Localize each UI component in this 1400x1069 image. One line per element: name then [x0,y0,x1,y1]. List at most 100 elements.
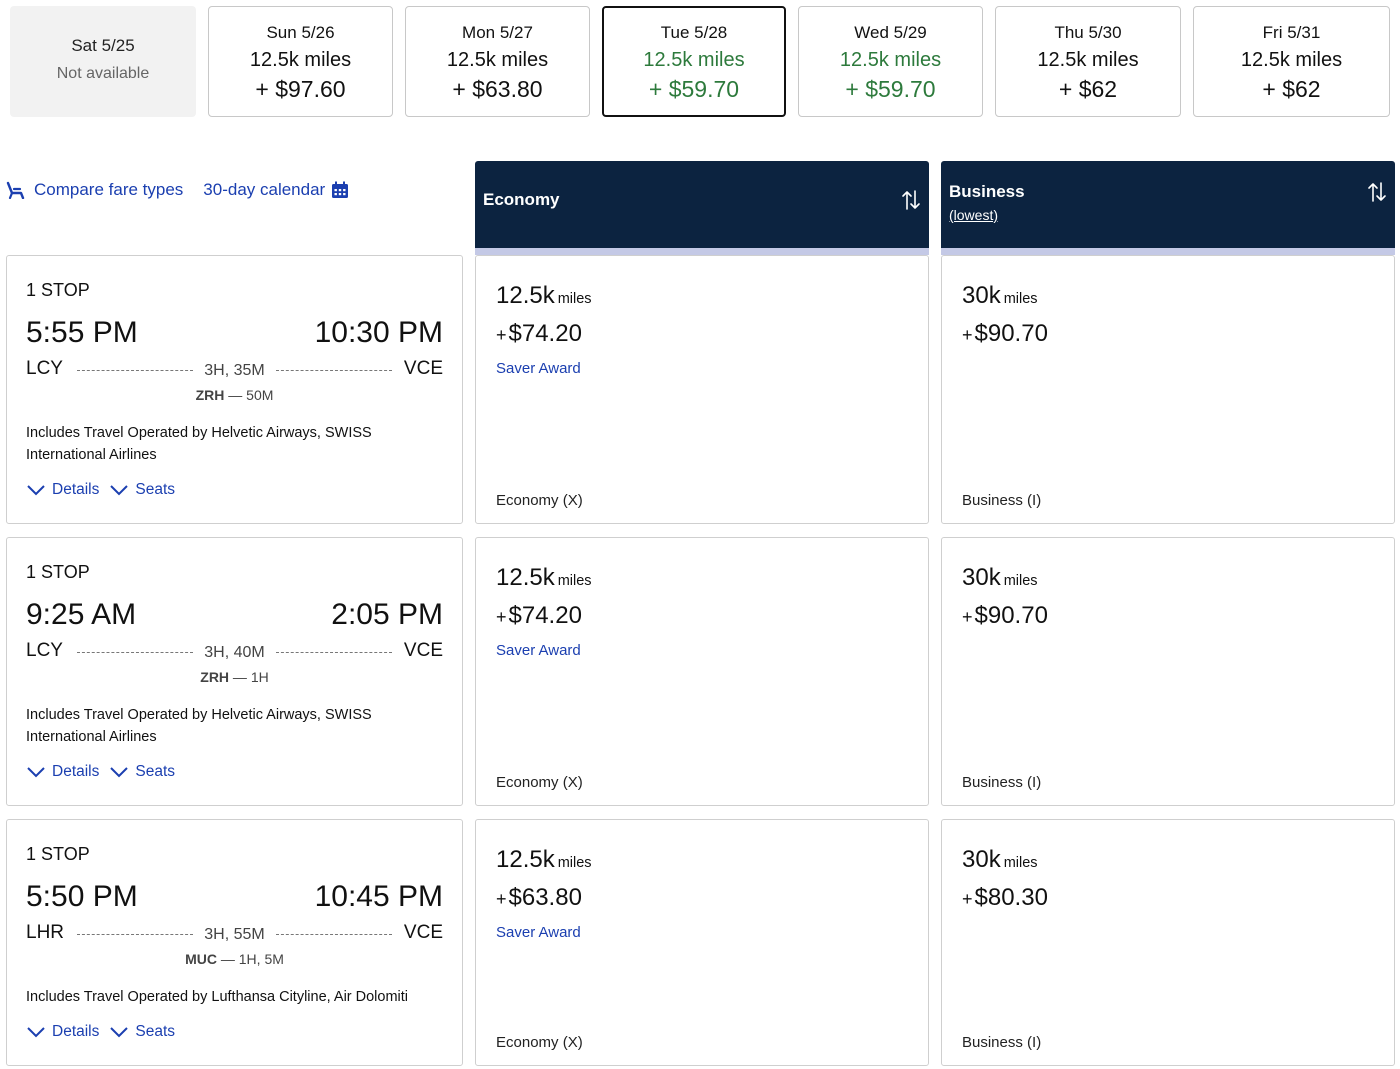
operated-by: Includes Travel Operated by Helvetic Air… [26,707,372,745]
connection-info: ZRH — 1H [7,669,462,685]
price-value: $63.80 [508,884,582,911]
plus-sign: + [962,607,973,627]
chevron-down-icon [27,1027,45,1038]
details-label: Details [52,763,100,780]
connection-time: — 1H [229,669,269,685]
date-card-sun[interactable]: Sun 5/26 12.5k miles + $97.60 [208,6,393,117]
calendar-link-label: 30-day calendar [203,180,326,199]
fare-miles: 12.5k miles [496,846,592,874]
details-toggle[interactable]: Details [26,763,99,781]
business-fare-cell[interactable]: 30k miles +$80.30 Business (I) [941,819,1395,1066]
business-fare-cell[interactable]: 30k miles +$90.70 Business (I) [941,255,1395,524]
miles-unit: miles [557,855,592,871]
date-card-thu[interactable]: Thu 5/30 12.5k miles + $62 [995,6,1181,117]
cabin-class: Economy (X) [496,774,583,791]
fare-price: +$74.20 [496,602,582,630]
date-price: + $63.80 [452,76,543,102]
stops-label: 1 STOP [26,562,90,582]
date-card-fri[interactable]: Fri 5/31 12.5k miles + $62 [1193,6,1390,117]
business-column-header[interactable]: Business (lowest) [941,161,1395,255]
date-price: + $97.60 [255,76,346,102]
miles-value: 30k [962,846,1001,873]
miles-unit: miles [1003,291,1038,307]
plus-sign: + [962,889,973,909]
date-status: Not available [56,65,150,82]
fare-price: +$80.30 [962,884,1048,912]
fare-miles: 12.5k miles [496,282,592,310]
departure-time: 9:25 AM [26,598,137,631]
flight-actions: Details Seats [26,763,175,781]
date-price: + $59.70 [648,76,740,102]
connection-time: — 50M [224,387,274,403]
sort-icon[interactable] [1367,181,1387,203]
route-line [276,370,392,371]
sort-icon[interactable] [901,189,921,211]
miles-unit: miles [557,291,592,307]
flight-card: 1 STOP 5:55 PM 10:30 PM LCY 3H, 35M VCE … [6,255,463,524]
cabin-class: Economy (X) [496,1034,583,1051]
date-label: Thu 5/30 [1054,23,1122,42]
origin-airport: LCY [26,358,63,379]
price-value: $90.70 [974,602,1048,629]
miles-unit: miles [557,573,592,589]
seats-toggle[interactable]: Seats [109,1023,175,1041]
date-card-sat: Sat 5/25 Not available [10,6,196,117]
economy-fare-cell[interactable]: 12.5k miles +$74.20 Saver Award Economy (… [475,255,929,524]
chevron-down-icon [27,767,45,778]
route-line [77,370,193,371]
thirty-day-calendar-link[interactable]: 30-day calendar [203,180,349,200]
stops-label: 1 STOP [26,844,90,864]
date-price: + $59.70 [845,76,936,102]
seats-toggle[interactable]: Seats [109,763,175,781]
connection-airport: MUC [185,951,217,967]
economy-column-title: Economy [483,190,560,209]
details-toggle[interactable]: Details [26,1023,99,1041]
date-card-wed[interactable]: Wed 5/29 12.5k miles + $59.70 [798,6,983,117]
destination-airport: VCE [403,922,443,943]
arrival-time: 2:05 PM [331,598,443,631]
route-line [77,652,193,653]
fare-price: +$90.70 [962,320,1048,348]
plus-sign: + [962,325,973,345]
date-miles: 12.5k miles [249,49,352,71]
miles-value: 12.5k [496,846,555,873]
cabin-class: Business (I) [962,774,1042,791]
seats-toggle[interactable]: Seats [109,481,175,499]
plus-sign: + [496,325,507,345]
economy-fare-cell[interactable]: 12.5k miles +$63.80 Saver Award Economy (… [475,819,929,1066]
date-miles: 12.5k miles [446,49,549,71]
award-type: Saver Award [496,642,581,659]
compare-fare-types-link[interactable]: Compare fare types [6,180,183,200]
connection-airport: ZRH [195,387,225,403]
date-price: + $62 [1262,76,1321,102]
business-column-title: Business [949,182,1025,201]
fare-miles: 30k miles [962,846,1038,874]
date-label: Sat 5/25 [71,36,135,55]
chevron-down-icon [110,485,129,496]
flight-card: 1 STOP 5:50 PM 10:45 PM LHR 3H, 55M VCE … [6,819,463,1066]
date-label: Sun 5/26 [266,23,335,42]
date-price: + $62 [1058,76,1118,102]
fare-miles: 30k miles [962,564,1038,592]
operated-by: Includes Travel Operated by Lufthansa Ci… [26,989,409,1005]
economy-fare-cell[interactable]: 12.5k miles +$74.20 Saver Award Economy (… [475,537,929,806]
fare-price: +$74.20 [496,320,582,348]
date-card-mon[interactable]: Mon 5/27 12.5k miles + $63.80 [405,6,590,117]
destination-airport: VCE [403,640,443,661]
date-miles: 12.5k miles [1240,49,1343,71]
connection-time: — 1H, 5M [216,951,284,967]
compare-fare-types-label: Compare fare types [34,180,184,199]
business-lowest-label[interactable]: (lowest) [949,207,999,223]
date-card-tue[interactable]: Tue 5/28 12.5k miles + $59.70 [602,6,786,117]
business-fare-cell[interactable]: 30k miles +$90.70 Business (I) [941,537,1395,806]
details-toggle[interactable]: Details [26,481,99,499]
plus-sign: + [496,889,507,909]
date-label: Fri 5/31 [1262,23,1321,42]
cabin-class: Business (I) [962,1034,1042,1051]
date-label: Wed 5/29 [854,23,927,42]
cabin-class: Business (I) [962,492,1042,509]
miles-unit: miles [1003,855,1038,871]
date-label: Mon 5/27 [462,23,533,42]
flight-actions: Details Seats [26,1023,175,1041]
economy-column-header[interactable]: Economy [475,161,929,255]
